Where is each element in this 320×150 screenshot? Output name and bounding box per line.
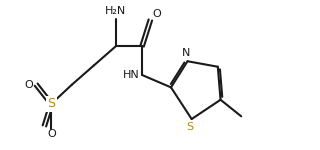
Text: S: S [187,122,194,132]
Text: HN: HN [123,70,139,80]
Text: O: O [24,80,33,90]
Text: O: O [48,129,56,139]
Text: O: O [153,9,161,19]
Text: H₂N: H₂N [105,6,127,16]
Text: S: S [47,97,55,110]
Text: N: N [182,48,190,58]
